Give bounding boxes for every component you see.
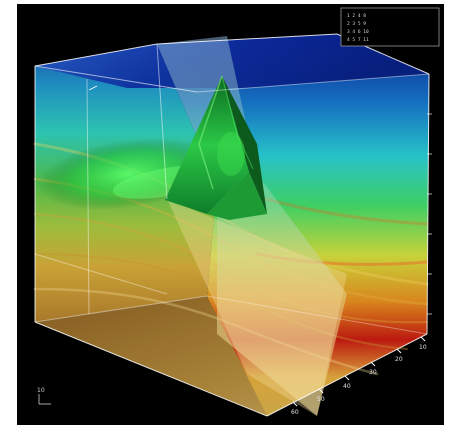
info-line: 3 4 6 10 [347,29,369,35]
info-panel[interactable]: 1 2 4 8 2 3 5 9 3 4 6 10 4 5 7 11 [340,7,440,47]
right-edge-ticks [427,113,432,315]
tick-label: 20 [395,356,403,363]
bounding-box-wireframe [34,33,430,417]
top-left-marker [88,85,98,91]
info-line: 1 2 4 8 [347,13,366,19]
tick-label: 60 [291,409,299,416]
volume-viewport[interactable]: 60 50 40 30 20 10 1 2 4 8 2 3 [17,4,444,425]
volume-render-scene[interactable]: 60 50 40 30 20 10 1 2 4 8 2 3 [17,4,444,425]
tick-label: 40 [343,383,351,390]
tick-label: 50 [317,396,325,403]
corner-label: 10 [37,387,45,394]
volume-diagonal-slice [167,199,347,416]
info-line: 4 5 7 11 [347,37,369,43]
tick-label: 30 [369,369,377,376]
info-line: 2 3 5 9 [347,21,366,27]
green-peak-isosurface [165,75,267,220]
front-edge-ticks [292,336,426,407]
front-edge-tick-labels: 60 50 40 30 20 10 [291,344,427,416]
axis-triad: 10 [37,387,51,405]
tick-label: 10 [419,344,427,351]
